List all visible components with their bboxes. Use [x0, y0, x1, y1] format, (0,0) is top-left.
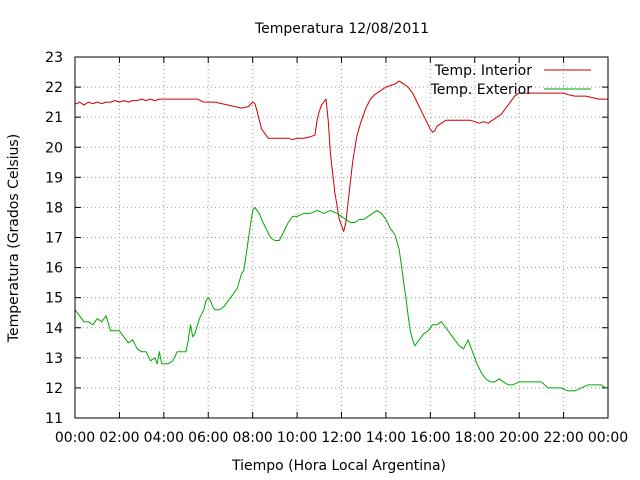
- x-tick-label: 00:00: [588, 430, 628, 446]
- x-tick-label: 04:00: [144, 430, 184, 446]
- x-tick-labels: 00:00 02:00 04:00 06:00 08:00 10:00 12:00 14:00…: [55, 430, 628, 446]
- y-tick-label: 20: [45, 140, 63, 156]
- y-tick-label: 19: [45, 170, 63, 186]
- x-tick-label: 06:00: [188, 430, 228, 446]
- y-tick-label: 22: [45, 80, 63, 96]
- y-tick-label: 14: [45, 321, 63, 337]
- x-tick-label: 12:00: [321, 430, 361, 446]
- y-tick-label: 11: [45, 411, 63, 427]
- legend: Temp. Interior Temp. Exterior: [430, 63, 591, 98]
- x-tick-label: 20:00: [499, 430, 539, 446]
- legend-label: Temp. Interior: [434, 63, 533, 79]
- x-tick-label: 22:00: [543, 430, 583, 446]
- y-tick-label: 12: [45, 381, 63, 397]
- y-tick-label: 15: [45, 291, 63, 307]
- x-tick-label: 08:00: [232, 430, 272, 446]
- series-line-interior: [75, 80, 608, 232]
- chart-title: Temperatura 12/08/2011: [254, 21, 429, 37]
- x-tick-label: 10:00: [277, 430, 317, 446]
- grid: [75, 57, 608, 418]
- plot-frame: [74, 56, 609, 419]
- y-tick-label: 18: [45, 200, 63, 216]
- y-tick-label: 23: [45, 50, 63, 66]
- y-tick-label: 21: [45, 110, 63, 126]
- y-tick-label: 13: [45, 351, 63, 367]
- y-tick-label: 16: [45, 261, 63, 277]
- x-tick-label: 14:00: [366, 430, 406, 446]
- x-tick-label: 00:00: [55, 430, 95, 446]
- x-tick-label: 18:00: [455, 430, 495, 446]
- x-axis-label: Tiempo (Hora Local Argentina): [231, 458, 446, 474]
- x-tick-label: 16:00: [410, 430, 450, 446]
- legend-label: Temp. Exterior: [430, 82, 533, 98]
- y-tick-label: 17: [45, 231, 63, 247]
- y-axis-label: Temperatura (Grados Celsius): [6, 134, 22, 343]
- series-lines: [74, 80, 608, 392]
- series-line-exterior: [74, 206, 608, 392]
- x-tick-label: 02:00: [99, 430, 139, 446]
- y-tick-labels: 11 12 13 14 15 16 17 18 19 20 21 22 23: [45, 50, 63, 427]
